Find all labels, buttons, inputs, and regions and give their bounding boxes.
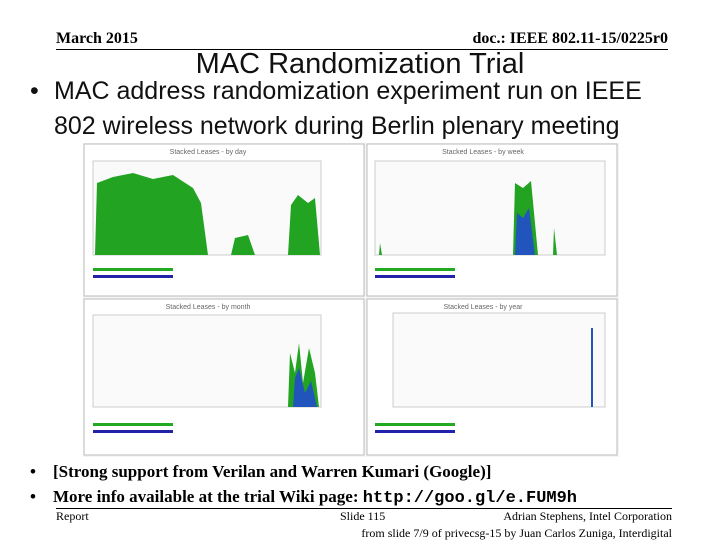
legend-swatch (375, 423, 455, 426)
footer-rule (56, 508, 672, 509)
plot-area (392, 312, 606, 408)
wiki-link[interactable]: http://goo.gl/e.FUM9h (362, 489, 578, 508)
panel-title: Stacked Leases - by year (444, 304, 524, 311)
footer-center: Slide 115 (340, 509, 386, 523)
sub-bullet: • More info available at the trial Wiki … (30, 487, 578, 508)
sub-bullet-text: More info available at the trial Wiki pa… (53, 487, 363, 506)
legend-swatch (375, 430, 455, 433)
sub-bullet-text: [Strong support from Verilan and Warren … (53, 462, 492, 481)
legend-swatch (93, 423, 173, 426)
legend-swatch (93, 430, 173, 433)
panel: Stacked Leases - by year (366, 298, 618, 456)
legend-swatch (375, 268, 455, 271)
panel: Stacked Leases - by month (83, 298, 365, 456)
footer-left: Report (56, 509, 89, 523)
header-rule (56, 49, 668, 50)
area (591, 328, 593, 407)
panel: Stacked Leases - by week (366, 143, 618, 297)
plot-area (374, 160, 606, 256)
area (95, 173, 208, 255)
plot-area (92, 314, 322, 408)
footer-source: from slide 7/9 of privecsg-15 by Juan Ca… (361, 526, 672, 540)
legend-swatch (93, 268, 173, 271)
area (293, 368, 317, 407)
legend-swatch (93, 275, 173, 278)
bullet-text: MAC address randomization experiment run… (54, 77, 642, 140)
area (515, 208, 535, 255)
header-date: March 2015 (56, 30, 138, 47)
charts-image: Stacked Leases - by day Stacked Leases -… (83, 143, 619, 457)
area (379, 243, 382, 255)
footer-right: Adrian Stephens, Intel Corporation (503, 509, 672, 523)
panel-title: Stacked Leases - by week (442, 149, 524, 156)
area (288, 195, 320, 255)
legend-swatch (375, 275, 455, 278)
header-doc: doc.: IEEE 802.11-15/0225r0 (472, 30, 668, 47)
area (231, 235, 255, 255)
panel-title: Stacked Leases - by day (170, 149, 247, 156)
panel: Stacked Leases - by day (83, 143, 365, 297)
slide-title: MAC Randomization Trial (195, 48, 525, 80)
bullet: • MAC address randomization experiment r… (30, 74, 690, 144)
sub-bullet: • [Strong support from Verilan and Warre… (30, 462, 492, 481)
area (553, 228, 557, 255)
panel-title: Stacked Leases - by month (166, 304, 251, 311)
